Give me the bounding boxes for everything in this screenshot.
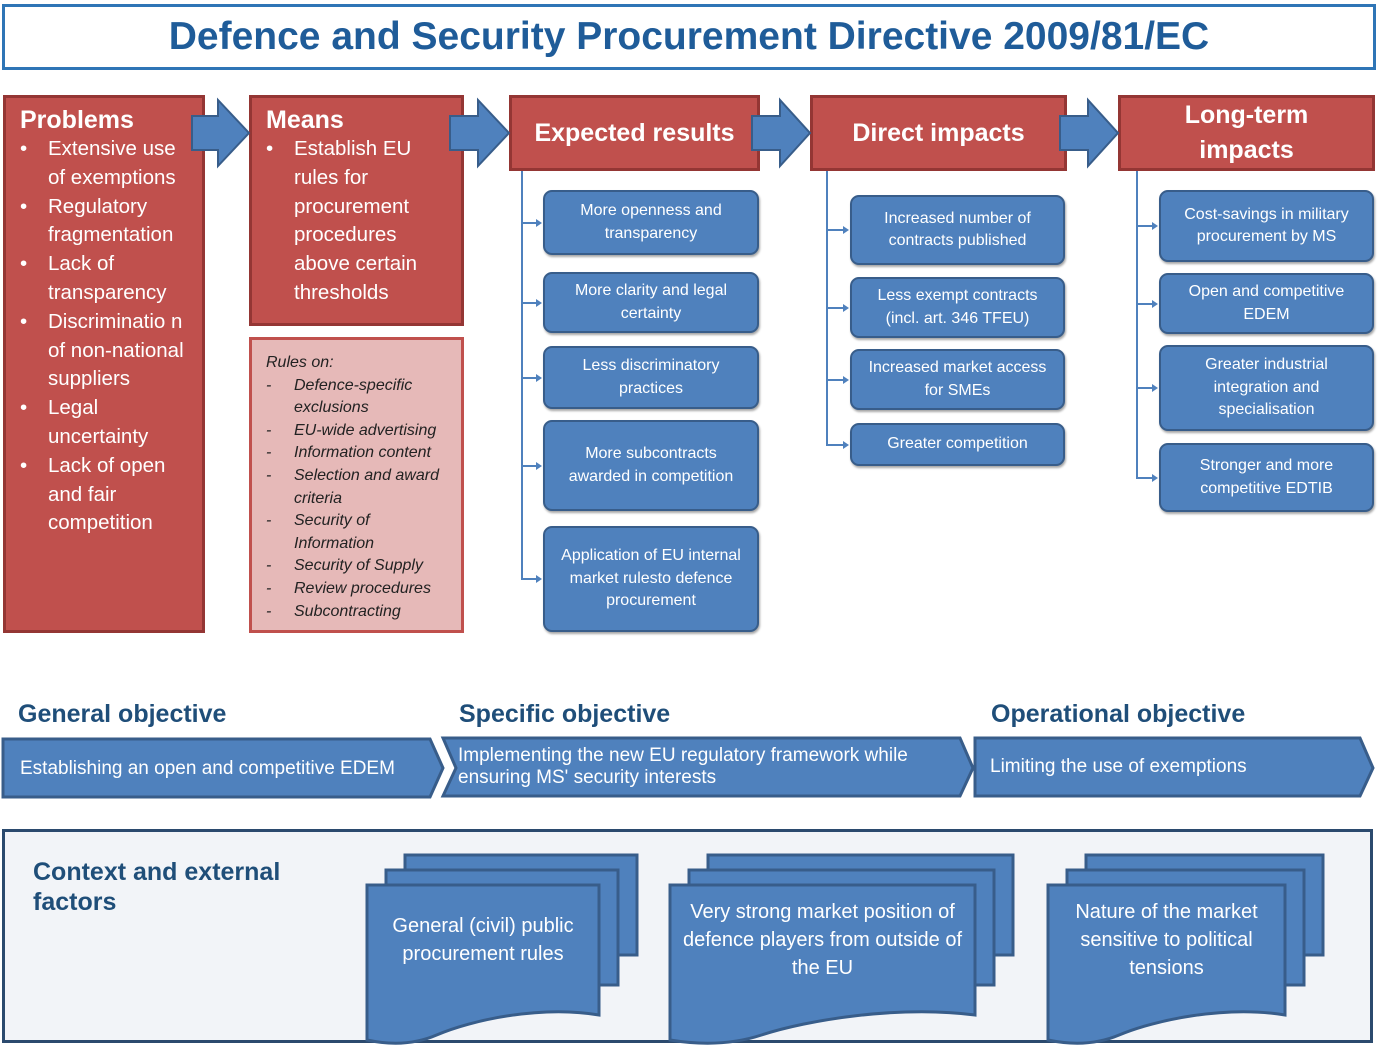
- arrowhead-icon: [1152, 299, 1158, 308]
- diagram-title: Defence and Security Procurement Directi…: [2, 4, 1376, 70]
- context-factor: General (civil) public procurement rules: [392, 915, 574, 965]
- context-title: Context and external factors: [33, 858, 281, 916]
- problems-box: Problems Extensive use of exemptionsRegu…: [3, 95, 205, 633]
- means-item: Establish EU rules for procurement proce…: [266, 135, 441, 308]
- rule-item: Defence-specific exclusions: [266, 375, 453, 420]
- context-factor: Very strong market position of defence p…: [682, 901, 963, 979]
- means-box: Means Establish EU rules for procurement…: [249, 95, 464, 326]
- general-objective-label: General objective: [18, 700, 227, 728]
- expected-results-header: Expected results: [509, 95, 760, 171]
- arrow-icon: [751, 97, 812, 169]
- context-factor: Nature of the market sensitive to politi…: [1075, 901, 1258, 979]
- direct-impacts-header: Direct impacts: [810, 95, 1067, 171]
- direct-impact-item: Greater competition: [850, 423, 1065, 466]
- connector-line: [826, 443, 844, 446]
- multi-document-icon: [1046, 853, 1325, 1045]
- rule-item: Information content: [266, 442, 453, 465]
- chevron-shape: [1, 737, 445, 799]
- specific-objective-label: Specific objective: [459, 700, 671, 728]
- rules-title: Rules on:: [266, 354, 334, 371]
- expected-result-item: Application of EU internal market rulest…: [543, 526, 759, 632]
- general-objective-text: Establishing an open and competitive EDE…: [20, 758, 395, 779]
- connector-line: [521, 171, 523, 580]
- long-term-impact-item: Cost-savings in military procurement by …: [1159, 190, 1374, 262]
- connector-line: [826, 306, 844, 309]
- long-term-impacts-header: Long-term impacts: [1118, 95, 1375, 171]
- expected-result-item: Less discriminatory practices: [543, 346, 759, 409]
- rule-item: EU-wide advertising: [266, 420, 453, 443]
- expected-result-item: More clarity and legal certainty: [543, 272, 759, 333]
- chevron-shape: [973, 736, 1375, 798]
- problems-title: Problems: [20, 106, 134, 134]
- arrowhead-icon: [536, 298, 542, 307]
- direct-impact-item: Increased market access for SMEs: [850, 349, 1065, 410]
- problem-item: Discriminatio n of non-national supplier…: [20, 308, 192, 394]
- rule-item: Security of Supply: [266, 555, 453, 578]
- means-list: Establish EU rules for procurement proce…: [266, 135, 461, 308]
- connector-line: [521, 221, 537, 224]
- operational-objective-label: Operational objective: [991, 700, 1246, 728]
- arrowhead-icon: [843, 226, 849, 234]
- arrowhead-icon: [536, 218, 542, 227]
- connector-line: [521, 578, 537, 580]
- long-term-impact-item: Stronger and more competitive EDTIB: [1159, 443, 1374, 512]
- connector-line: [826, 378, 844, 381]
- arrowhead-icon: [1152, 222, 1158, 230]
- arrowhead-icon: [843, 303, 849, 312]
- connector-line: [521, 464, 537, 467]
- long-term-impact-item: Open and competitive EDEM: [1159, 273, 1374, 334]
- arrowhead-icon: [1152, 384, 1158, 392]
- multi-document-icon: [668, 853, 1015, 1045]
- operational-objective-text: Limiting the use of exemptions: [990, 756, 1247, 777]
- document-shape: [365, 883, 601, 1045]
- expected-result-item: More openness and transparency: [543, 190, 759, 255]
- connector-line: [1136, 476, 1153, 479]
- flow-arrows: [191, 97, 1120, 169]
- connector-line: [1136, 171, 1138, 479]
- direct-impact-item: Less exempt contracts (incl. art. 346 TF…: [850, 277, 1065, 338]
- connector-line: [521, 376, 537, 379]
- connector-line: [1136, 302, 1153, 305]
- document-shape: [668, 883, 977, 1045]
- connector-line: [1136, 387, 1153, 389]
- arrowhead-icon: [843, 440, 849, 449]
- problem-item: Lack of transparency: [20, 250, 192, 308]
- problem-item: Legal uncertainty: [20, 394, 192, 452]
- problem-item: Lack of open and fair competition: [20, 452, 192, 538]
- chevron-shape: [440, 736, 975, 798]
- problem-item: Regulatory fragmentation: [20, 193, 192, 251]
- arrow-icon: [1059, 97, 1120, 169]
- objective-chevrons: [1, 736, 1375, 799]
- means-title: Means: [266, 106, 344, 134]
- expected-result-item: More subcontracts awarded in competition: [543, 420, 759, 511]
- multi-document-icon: [365, 853, 639, 1045]
- rule-item: Review procedures: [266, 578, 453, 601]
- long-term-impact-item: Greater industrial integration and speci…: [1159, 345, 1374, 431]
- connector-line: [826, 229, 844, 231]
- arrowhead-icon: [536, 373, 542, 382]
- connector-line: [521, 301, 537, 304]
- connector-line: [1136, 225, 1153, 227]
- problems-list: Extensive use of exemptionsRegulatory fr…: [20, 135, 202, 538]
- rules-list: Defence-specific exclusionsEU-wide adver…: [266, 375, 461, 624]
- arrowhead-icon: [536, 575, 542, 583]
- arrow-icon: [191, 97, 251, 169]
- direct-impact-item: Increased number of contracts published: [850, 195, 1065, 265]
- rules-box: Rules on: Defence-specific exclusionsEU-…: [249, 337, 464, 633]
- arrowhead-icon: [536, 461, 542, 470]
- problem-item: Extensive use of exemptions: [20, 135, 192, 193]
- specific-objective-text: Implementing the new EU regulatory frame…: [458, 745, 908, 788]
- document-shape: [1046, 883, 1287, 1045]
- rule-item: Security of Information: [266, 510, 453, 555]
- arrow-icon: [449, 97, 511, 169]
- arrowhead-icon: [843, 375, 849, 384]
- rule-item: Subcontracting: [266, 601, 453, 624]
- rule-item: Selection and award criteria: [266, 465, 453, 510]
- arrowhead-icon: [1152, 473, 1158, 482]
